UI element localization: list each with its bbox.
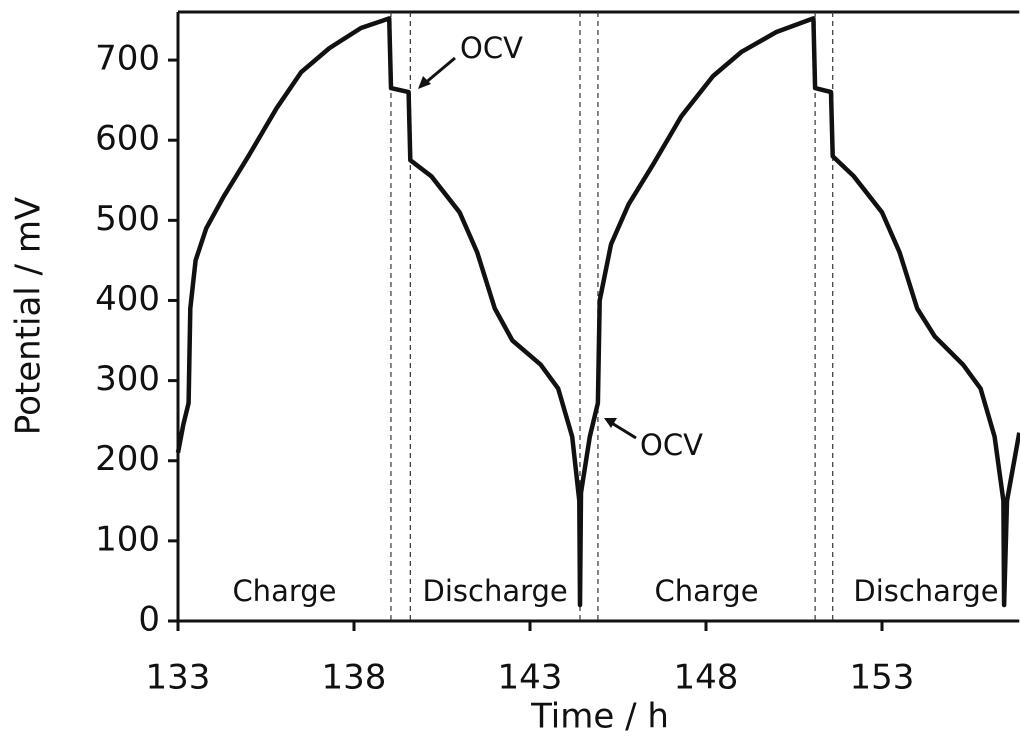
- y-tick-label: 200: [95, 439, 160, 479]
- region-label: Discharge: [853, 574, 998, 608]
- y-tick-label: 600: [95, 119, 160, 159]
- x-tick-label: 148: [674, 658, 739, 698]
- annotation: OCV: [460, 31, 523, 65]
- region-label: Charge: [232, 574, 336, 608]
- y-axis-title: Potential / mV: [9, 197, 49, 435]
- annotation-arrow: [423, 56, 456, 86]
- x-tick-label: 143: [498, 658, 563, 698]
- annotation: OCV: [640, 428, 703, 462]
- region-label: Discharge: [423, 574, 568, 608]
- annotation-arrow: [609, 420, 637, 440]
- y-tick-label: 400: [95, 279, 160, 319]
- data-line: [175, 16, 1020, 608]
- y-tick-label: 700: [95, 39, 160, 79]
- annotation-arrowhead: [418, 76, 431, 89]
- y-tick-label: 0: [138, 600, 160, 640]
- x-tick-label: 153: [850, 658, 915, 698]
- x-tick-label: 133: [146, 658, 211, 698]
- region-label: Charge: [654, 574, 758, 608]
- y-tick-label: 500: [95, 199, 160, 239]
- y-tick-label: 100: [95, 519, 160, 559]
- y-tick-label: 300: [95, 359, 160, 399]
- x-tick-label: 138: [322, 658, 387, 698]
- x-axis-title: Time / h: [530, 697, 669, 737]
- annotation-arrowhead: [604, 418, 617, 428]
